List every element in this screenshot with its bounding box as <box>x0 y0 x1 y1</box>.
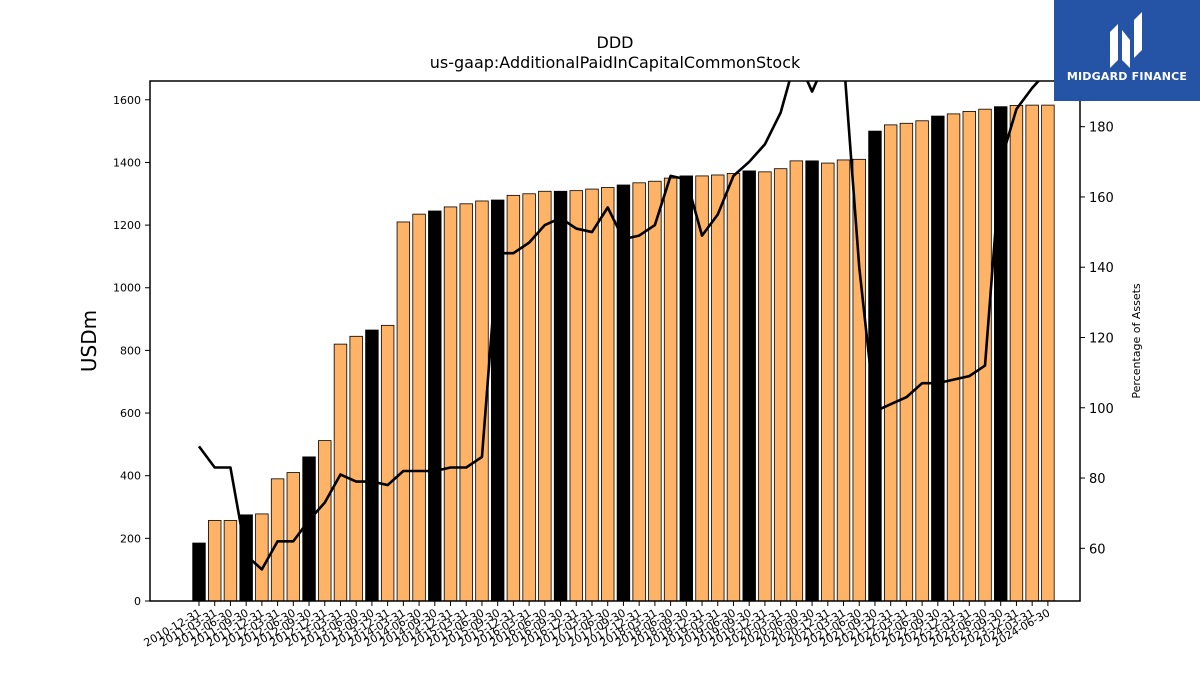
bar-2016-06-30 <box>538 190 552 602</box>
bar-2012-03-31 <box>270 478 285 602</box>
pct-of-assets-line <box>197 81 1041 571</box>
bar-2019-06-30 <box>726 173 741 602</box>
bar-2024-03-31 <box>1025 104 1039 602</box>
y2-tick-label: 180 <box>1089 121 1114 136</box>
bar-2013-03-31 <box>333 343 348 602</box>
bar-2022-12-31 <box>946 113 961 602</box>
bar-2020-12-31 <box>821 162 835 602</box>
bar-2018-12-31 <box>695 175 709 602</box>
bar-2017-12-31 <box>632 182 646 602</box>
y-tick-label: 800 <box>120 344 141 357</box>
bar-2019-09-30 <box>742 170 756 602</box>
bar-group <box>192 104 1055 602</box>
axes: 0 200 400 600 800 1000 1200 1400 1600 60 80 100 120 1… <box>113 80 1114 650</box>
bar-2017-03-31 <box>585 188 599 602</box>
bar-2013-06-30 <box>349 335 363 602</box>
y2-tick-label: 100 <box>1089 402 1114 417</box>
bar-2014-03-31 <box>396 221 411 602</box>
bar-2020-03-31 <box>773 168 788 602</box>
bar-2012-09-30 <box>302 456 316 602</box>
bar-2023-09-30 <box>994 106 1008 602</box>
bar-2016-12-31 <box>569 190 583 602</box>
bar-2017-06-30 <box>601 187 615 602</box>
y2-tick-label: 160 <box>1089 191 1114 206</box>
y-tick-label: 200 <box>120 532 141 545</box>
bar-2022-03-31 <box>899 122 914 602</box>
midgard-logo-icon <box>1110 12 1142 68</box>
bar-2022-06-30 <box>915 120 929 602</box>
bar-2011-12-31 <box>255 513 269 602</box>
line-layer <box>197 81 1041 571</box>
y-tick-label: 0 <box>134 595 141 608</box>
y-tick-label: 600 <box>120 407 141 420</box>
chart-title: DDD <box>597 33 634 52</box>
y2-tick-label: 80 <box>1089 472 1106 487</box>
bar-2023-12-31 <box>1009 105 1024 602</box>
bar-2022-09-30 <box>931 115 945 602</box>
bar-2021-03-31 <box>836 159 851 602</box>
y-tick-label: 400 <box>120 470 141 483</box>
bar-2024-06-30 <box>1041 104 1055 602</box>
bar-2018-03-31 <box>648 180 662 602</box>
plot-frame <box>149 80 1081 602</box>
bar-2013-09-30 <box>365 329 379 602</box>
y-tick-label: 1000 <box>113 282 141 295</box>
bar-2019-12-31 <box>758 171 772 602</box>
bar-2020-09-30 <box>805 160 819 602</box>
brand-logo: MIDGARD FINANCE <box>1054 0 1200 101</box>
logo-text: MIDGARD FINANCE <box>1066 70 1188 83</box>
y-tick-label: 1400 <box>113 156 141 169</box>
bar-2019-03-31 <box>711 174 725 602</box>
bar-2014-06-30 <box>412 213 426 602</box>
bar-2011-03-31 <box>208 520 222 602</box>
chart-subtitle: us-gaap:AdditionalPaidInCapitalCommonSto… <box>430 53 801 72</box>
y-axis-label: USDm <box>77 310 101 372</box>
bar-2018-06-30 <box>663 177 678 602</box>
y-tick-label: 1600 <box>113 94 141 107</box>
bar-2014-12-31 <box>443 206 458 602</box>
bar-2015-12-31 <box>506 194 521 602</box>
bar-2014-09-30 <box>428 210 442 602</box>
bar-2012-12-31 <box>318 440 332 602</box>
bar-2016-03-31 <box>522 193 536 602</box>
bar-2023-03-31 <box>962 110 976 602</box>
bar-2011-06-30 <box>223 520 238 602</box>
bar-2015-03-31 <box>459 203 473 602</box>
bar-2010-12-31 <box>192 542 206 602</box>
bar-2020-06-30 <box>789 160 804 602</box>
bar-2013-12-31 <box>380 324 395 602</box>
bar-2021-12-31 <box>883 124 898 602</box>
y2-tick-label: 140 <box>1089 261 1114 276</box>
y2-axis-label: Percentage of Assets <box>1130 283 1143 399</box>
bar-2018-09-30 <box>679 175 694 602</box>
bar-2017-09-30 <box>616 184 631 602</box>
bar-2021-06-30 <box>852 158 866 602</box>
y-tick-label: 1200 <box>113 219 141 232</box>
y2-tick-label: 120 <box>1089 331 1114 346</box>
bar-2016-09-30 <box>553 190 568 602</box>
y2-tick-label: 60 <box>1089 542 1106 557</box>
